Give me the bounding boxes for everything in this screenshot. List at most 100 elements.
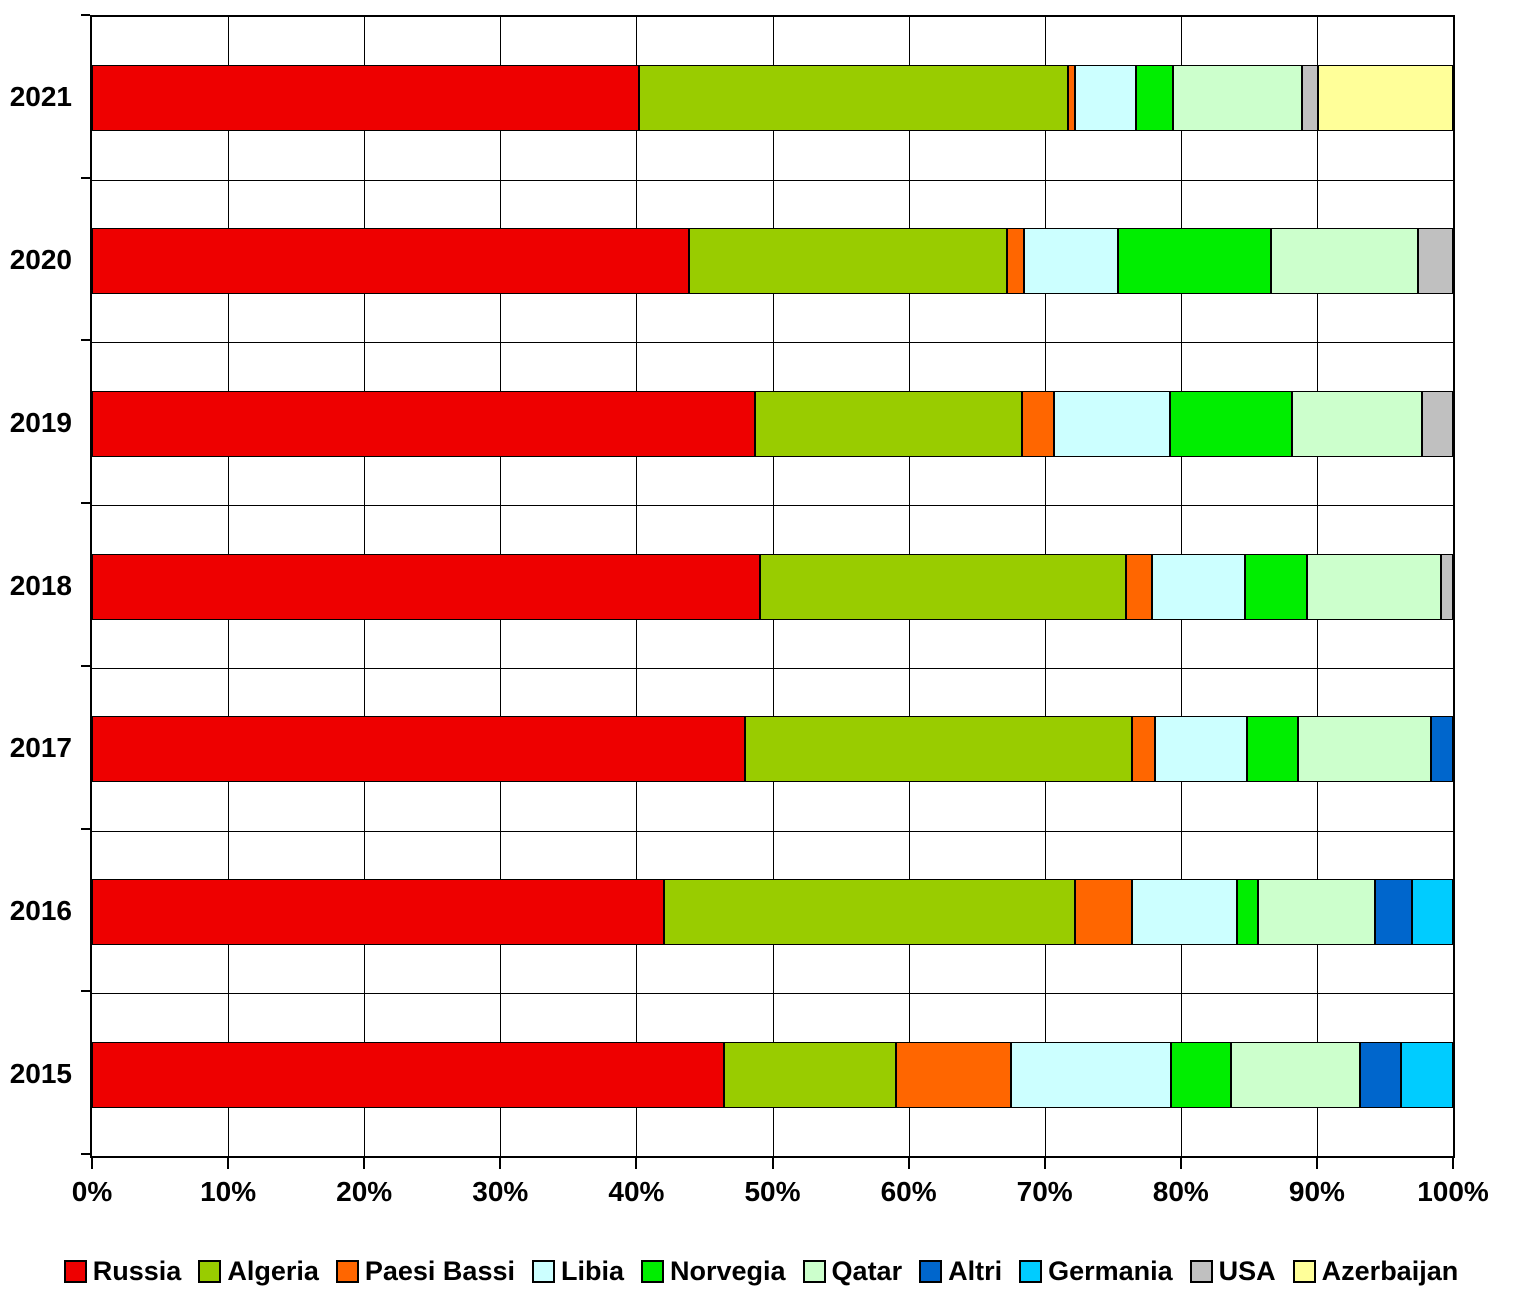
bar-row-2018: [92, 553, 1453, 620]
y-axis-tick-4: [81, 664, 90, 667]
bar-segment-2017-russia: [92, 716, 746, 783]
y-axis-tick-6: [81, 990, 90, 993]
bar-segment-2020-paesi-bassi: [1006, 228, 1025, 295]
bar-segment-2020-libia: [1024, 228, 1119, 295]
legend-swatch-algeria: [198, 1260, 222, 1283]
plot-area: [90, 15, 1455, 1158]
legend-swatch-russia: [63, 1260, 87, 1283]
legend-swatch-libia: [531, 1260, 555, 1283]
bar-segment-2019-algeria: [754, 390, 1022, 457]
y-axis-label-2016: 2016: [9, 894, 72, 926]
y-axis-tick-3: [81, 502, 90, 505]
x-axis-tick-60%: [907, 1158, 910, 1169]
bar-segment-2019-usa: [1421, 390, 1453, 457]
legend-label-qatar: Qatar: [831, 1256, 903, 1286]
bar-segment-2021-libia: [1074, 65, 1136, 132]
bar-segment-2015-russia: [92, 1041, 724, 1108]
bar-segment-2015-germania: [1401, 1041, 1453, 1108]
bar-segment-2020-qatar: [1270, 228, 1418, 295]
bar-segment-2021-paesi-bassi: [1067, 65, 1075, 132]
x-axis-tick-80%: [1179, 1158, 1182, 1169]
x-axis-tick-40%: [635, 1158, 638, 1169]
bar-segment-2017-libia: [1154, 716, 1248, 783]
bar-segment-2020-usa: [1417, 228, 1453, 295]
bar-segment-2021-qatar: [1172, 65, 1302, 132]
legend-item-azerbaijan: Azerbaijan: [1292, 1256, 1459, 1287]
legend-item-qatar: Qatar: [802, 1256, 903, 1287]
bar-segment-2016-paesi-bassi: [1074, 878, 1132, 945]
y-axis-tick-2: [81, 339, 90, 342]
bar-segment-2015-norvegia: [1171, 1041, 1232, 1108]
bar-row-2020: [92, 228, 1453, 295]
legend-item-russia: Russia: [63, 1256, 181, 1287]
band-line-6: [92, 993, 1453, 995]
bar-row-2017: [92, 716, 1453, 783]
x-axis-tick-30%: [499, 1158, 502, 1169]
bar-segment-2019-norvegia: [1169, 390, 1293, 457]
legend-swatch-azerbaijan: [1292, 1260, 1316, 1283]
x-axis-label-20%: 20%: [336, 1176, 393, 1207]
y-axis-tick-7: [81, 1153, 90, 1155]
bar-segment-2021-azerbaijan: [1318, 65, 1453, 132]
x-axis-tick-10%: [227, 1158, 230, 1169]
legend-label-norvegia: Norvegia: [670, 1256, 786, 1286]
x-axis-label-50%: 50%: [744, 1176, 801, 1207]
x-axis-tick-70%: [1043, 1158, 1046, 1169]
y-axis-tick-0: [81, 14, 90, 16]
y-axis-tick-5: [81, 827, 90, 830]
x-axis-label-90%: 90%: [1288, 1176, 1345, 1207]
legend-swatch-altri: [919, 1260, 943, 1283]
legend-label-usa: USA: [1218, 1256, 1276, 1286]
bar-segment-2021-russia: [92, 65, 640, 132]
legend-label-germania: Germania: [1048, 1256, 1173, 1286]
x-axis-label-60%: 60%: [880, 1176, 937, 1207]
bar-segment-2017-algeria: [745, 716, 1132, 783]
bar-segment-2021-usa: [1301, 65, 1319, 132]
bar-segment-2016-altri: [1375, 878, 1413, 945]
legend-item-altri: Altri: [919, 1256, 1002, 1287]
legend-label-azerbaijan: Azerbaijan: [1321, 1256, 1459, 1286]
bar-segment-2018-algeria: [760, 553, 1127, 620]
bar-segment-2018-norvegia: [1244, 553, 1308, 620]
bar-segment-2019-qatar: [1292, 390, 1422, 457]
x-axis-tick-100%: [1452, 1158, 1454, 1169]
bar-segment-2016-libia: [1131, 878, 1237, 945]
legend-item-libia: Libia: [531, 1256, 624, 1287]
bar-segment-2021-norvegia: [1135, 65, 1173, 132]
y-axis-tick-1: [81, 176, 90, 179]
band-line-2: [92, 342, 1453, 344]
bar-segment-2020-russia: [92, 228, 690, 295]
bar-segment-2020-algeria: [689, 228, 1007, 295]
y-axis-label-2021: 2021: [9, 81, 72, 113]
legend-item-norvegia: Norvegia: [641, 1256, 786, 1287]
band-line-4: [92, 667, 1453, 669]
x-axis-tick-90%: [1315, 1158, 1318, 1169]
x-axis-tick-20%: [363, 1158, 366, 1169]
bar-segment-2018-russia: [92, 553, 761, 620]
legend-item-algeria: Algeria: [198, 1256, 319, 1287]
y-axis-label-2020: 2020: [9, 244, 72, 276]
legend-label-paesi-bassi: Paesi Bassi: [364, 1256, 515, 1286]
x-axis-label-10%: 10%: [200, 1176, 257, 1207]
legend-label-algeria: Algeria: [227, 1256, 319, 1286]
legend-label-altri: Altri: [948, 1256, 1003, 1286]
band-line-5: [92, 830, 1453, 832]
x-axis-label-40%: 40%: [608, 1176, 665, 1207]
bar-segment-2016-germania: [1412, 878, 1453, 945]
bar-row-2021: [92, 65, 1453, 132]
x-axis-label-30%: 30%: [472, 1176, 529, 1207]
bar-segment-2016-algeria: [663, 878, 1075, 945]
x-axis-tick-50%: [771, 1158, 774, 1169]
bar-segment-2019-paesi-bassi: [1021, 390, 1055, 457]
y-axis-label-2019: 2019: [9, 406, 72, 438]
y-axis-label-2018: 2018: [9, 569, 72, 601]
x-axis-label-80%: 80%: [1152, 1176, 1209, 1207]
legend-item-paesi-bassi: Paesi Bassi: [335, 1256, 515, 1287]
bar-row-2015: [92, 1041, 1453, 1108]
y-axis-label-2015: 2015: [9, 1057, 72, 1089]
bar-segment-2017-altri: [1431, 716, 1453, 783]
bar-segment-2021-algeria: [639, 65, 1068, 132]
bar-segment-2016-russia: [92, 878, 664, 945]
band-line-3: [92, 505, 1453, 507]
